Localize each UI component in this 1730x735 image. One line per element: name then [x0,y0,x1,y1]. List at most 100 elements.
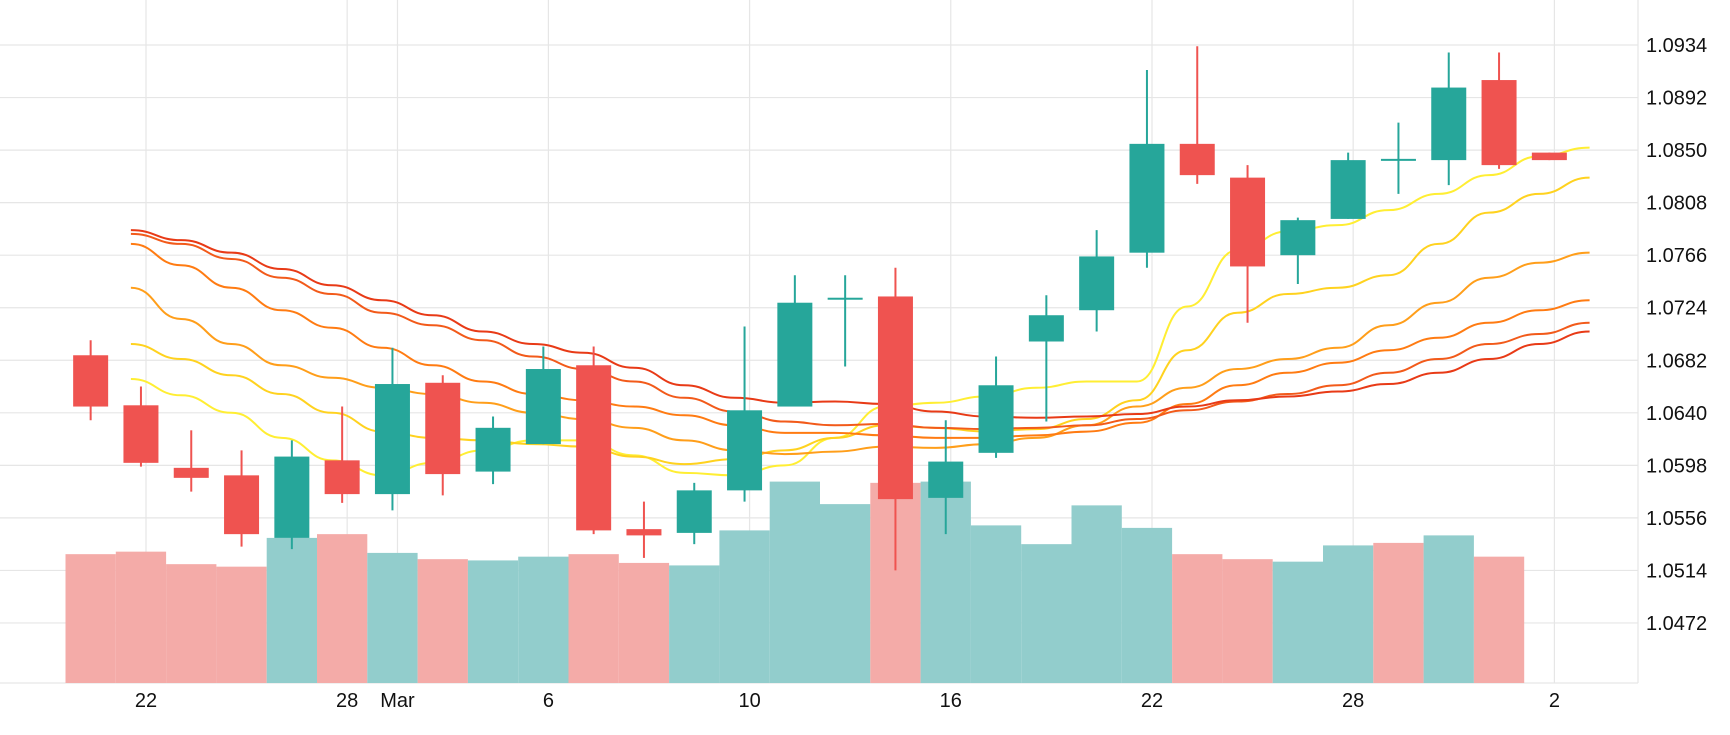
candle-body [274,456,310,538]
candle-body [676,490,712,533]
volume-bar [669,565,720,683]
volume-bar [1473,556,1525,683]
x-tick-label: 16 [940,690,962,712]
candle-body [877,296,913,500]
candle [123,386,159,467]
y-tick-label: 1.0682 [1646,350,1707,372]
candle-body [928,461,964,498]
candle [1531,152,1567,161]
volume-bar [166,564,217,683]
candle-body [173,467,209,478]
candle-body [1129,143,1165,253]
candle-body [1179,143,1215,176]
candle-body [626,529,662,536]
volume-bar [216,566,267,683]
candle-body [1481,80,1517,166]
y-tick-label: 1.0724 [1646,298,1707,320]
y-tick-label: 1.0640 [1646,403,1707,425]
candle [1028,295,1064,422]
candle [1380,122,1416,194]
y-tick-label: 1.0766 [1646,245,1707,267]
candle [1330,152,1366,219]
candle-body [777,302,813,407]
moving-average-line [130,232,1590,431]
volume-bar [1323,545,1374,683]
candle-body [576,365,612,531]
candle [475,416,511,485]
candle-body [1330,160,1366,219]
moving-average-line [130,242,1590,439]
candle [777,275,813,407]
candle-body [123,405,159,463]
candle [525,346,561,445]
candle-body [224,475,260,535]
volume-bar [65,554,116,683]
volume-bar [115,551,167,683]
volume-bar [1121,527,1173,683]
candle-body [1431,87,1467,161]
candle [576,346,612,535]
volume-bars [65,481,1525,683]
candle-body [324,460,360,495]
volume-bar [367,552,418,683]
axes: 1.0934 1.0892 1.0850 1.0808 1.0766 1.0724 1.06… [135,35,1707,712]
candle-body [73,355,109,407]
candle [1129,70,1165,268]
candle-body [1280,220,1316,256]
candle-body [978,385,1014,453]
x-tick-label: 22 [1141,690,1163,712]
candle [676,482,712,545]
candle [1230,165,1266,323]
candle [978,356,1014,458]
candle [1079,230,1115,332]
candle [877,267,913,571]
candle [1481,52,1517,169]
candle [173,430,209,492]
candle [1280,217,1316,284]
candle [928,420,964,535]
moving-average-line [130,146,1590,477]
volume-bar [618,562,670,683]
candle [1179,46,1215,184]
candle [727,326,763,502]
y-tick-label: 1.0892 [1646,88,1707,110]
volume-bar [970,525,1022,683]
x-tick-label: Mar [380,690,415,712]
x-tick-label: 6 [543,690,554,712]
candle-body [827,297,863,300]
candle-body [1531,152,1567,161]
candle [224,450,260,547]
y-tick-label: 1.0850 [1646,140,1707,162]
candle [1431,52,1467,186]
candle-body [475,427,511,472]
volume-bar [417,559,468,683]
y-tick-label: 1.0514 [1646,560,1707,582]
volume-bar [1222,559,1273,683]
candle [374,347,410,511]
moving-average-lines [130,146,1590,477]
volume-bar [719,530,770,683]
candle [827,275,863,367]
candle-body [1079,256,1115,311]
candle [73,340,109,421]
candle-body [1028,315,1064,342]
candle-body [1230,177,1266,267]
candle-body [1380,158,1416,161]
y-tick-label: 1.0598 [1646,455,1707,477]
candle [626,501,662,558]
volume-bar [1272,561,1323,683]
volume-bar [820,504,871,683]
moving-average-line [130,251,1590,456]
y-tick-label: 1.0808 [1646,193,1707,215]
candle [425,375,461,496]
volume-bar [317,534,368,683]
y-tick-label: 1.0556 [1646,508,1707,530]
candle-body [727,410,763,491]
candle-body [425,382,461,475]
y-tick-label: 1.0472 [1646,613,1707,635]
candle-body [374,384,410,495]
x-tick-label: 10 [738,690,760,712]
candles [73,46,1567,571]
